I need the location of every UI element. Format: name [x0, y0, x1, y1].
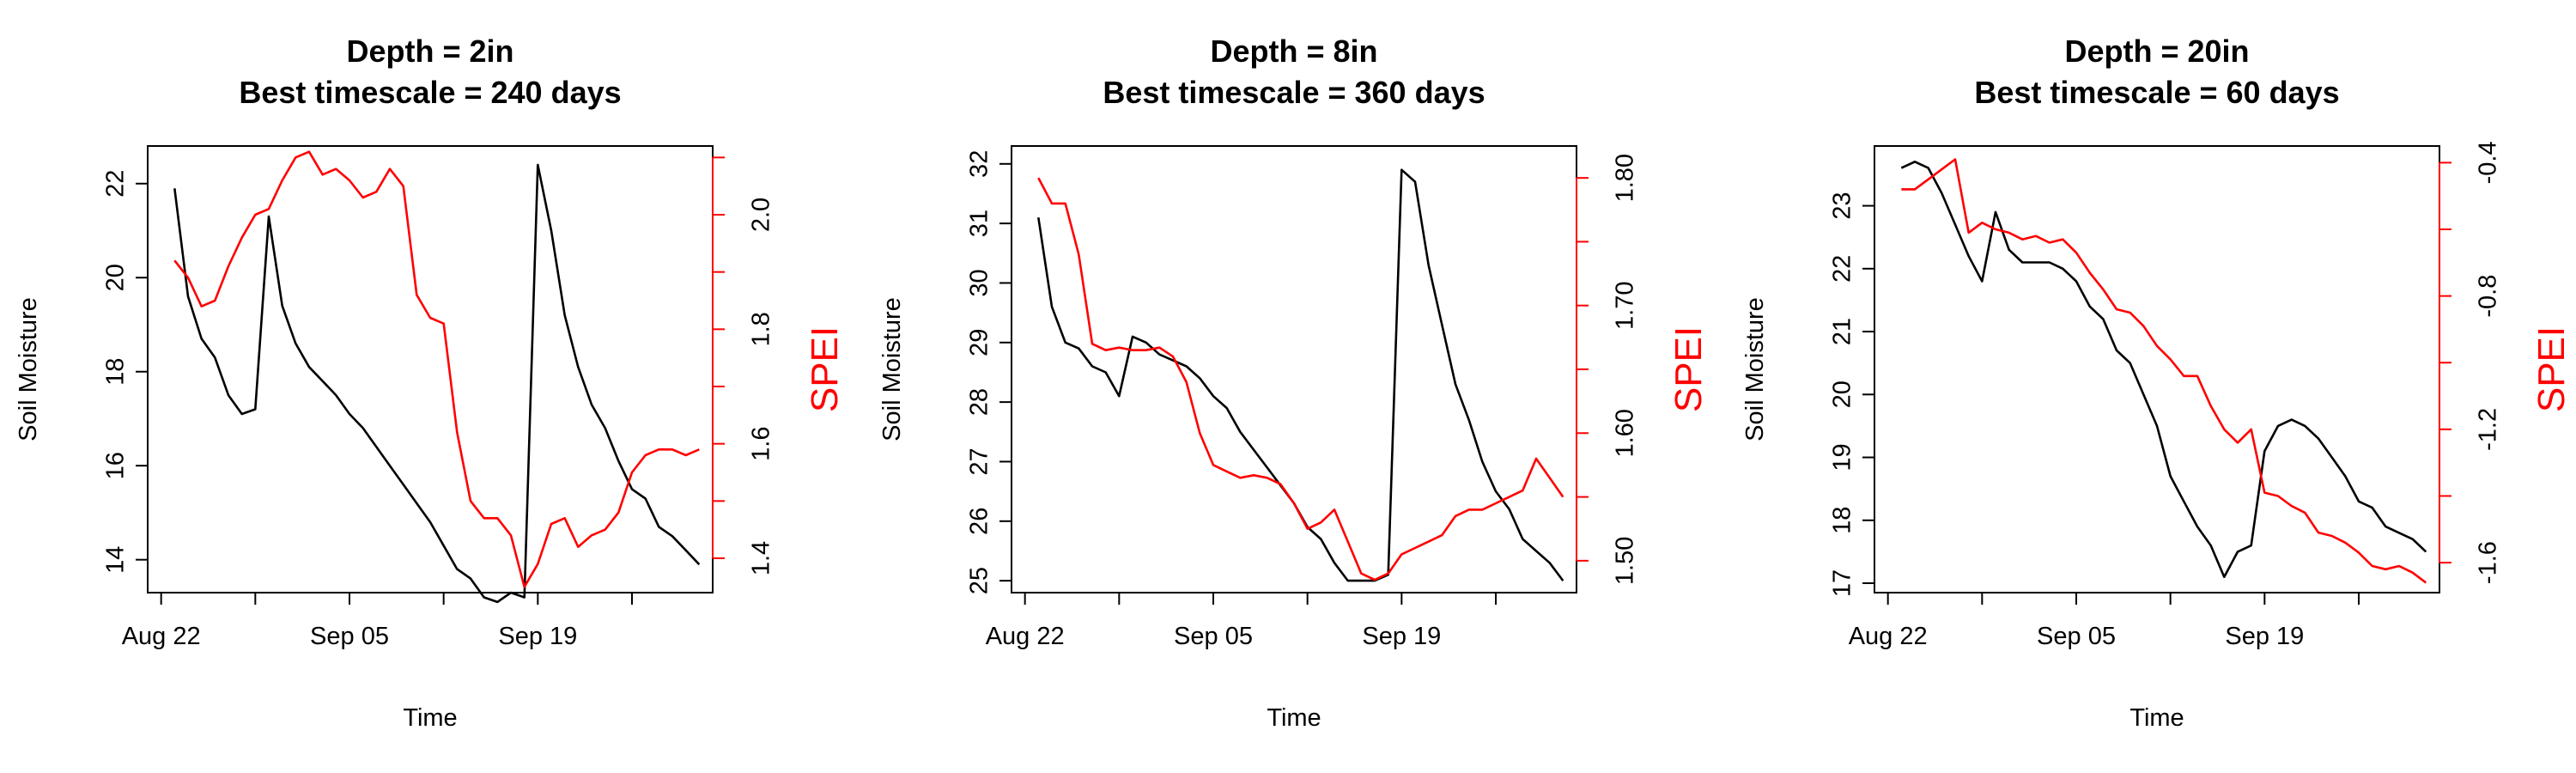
y2-tick-label: 1.80 — [1612, 154, 1639, 202]
x-axis-title: Time — [2129, 704, 2184, 732]
x-tick-label: Aug 22 — [122, 623, 201, 650]
y2-tick-label: 1.60 — [1612, 409, 1639, 457]
y-tick-label: 25 — [966, 567, 993, 594]
y-axis-title: Soil Moisture — [1741, 297, 1769, 441]
y-tick-label: 28 — [966, 388, 993, 416]
y2-tick-label: -0.4 — [2475, 141, 2502, 184]
y2-tick-label: 1.4 — [748, 541, 775, 575]
panel-1: Depth = 2in Best timescale = 240 days Aug … — [15, 33, 846, 732]
y-tick-label: 32 — [966, 150, 993, 178]
chart-subtitle: Best timescale = 360 days — [1103, 75, 1485, 110]
soil-moisture-series-line — [1037, 168, 1564, 582]
chart-title: Depth = 8in — [1210, 33, 1377, 69]
y2-axis-title: SPEI — [804, 326, 846, 412]
y2-tick-label: 1.50 — [1612, 537, 1639, 585]
x-axis-title: Time — [1267, 704, 1321, 732]
plot-frame — [1874, 145, 2440, 593]
y-tick-label: 22 — [1829, 255, 1856, 283]
x-tick-label: Aug 22 — [986, 623, 1065, 650]
y2-tick-label: 1.8 — [748, 312, 775, 346]
y-tick-label: 21 — [1829, 318, 1856, 345]
x-tick-label: Sep 19 — [2225, 623, 2304, 650]
chart-title: Depth = 20in — [2064, 33, 2249, 69]
y-tick-label: 23 — [1829, 192, 1856, 219]
chart-title: Depth = 2in — [346, 33, 513, 69]
y2-tick-label: 1.70 — [1612, 281, 1639, 329]
y2-tick-label: 2.0 — [748, 198, 775, 232]
plot-frame — [147, 145, 714, 593]
y-tick-label: 18 — [1829, 507, 1856, 534]
y-tick-label: 26 — [966, 508, 993, 535]
chart-subtitle: Best timescale = 240 days — [239, 75, 621, 110]
spei-series-line — [173, 150, 700, 588]
x-tick-label: Sep 05 — [310, 623, 389, 650]
y2-tick-label: 1.6 — [748, 427, 775, 461]
y-tick-label: 19 — [1829, 443, 1856, 471]
x-tick-label: Sep 19 — [1362, 623, 1441, 650]
spei-series-line — [1037, 177, 1564, 581]
y2-tick-label: -1.6 — [2475, 541, 2502, 584]
y-axis-title: Soil Moisture — [878, 297, 906, 441]
y-axis-title: Soil Moisture — [15, 297, 42, 441]
x-tick-label: Sep 05 — [1174, 623, 1253, 650]
x-axis-title: Time — [403, 704, 457, 732]
chart-subtitle: Best timescale = 60 days — [1974, 75, 2339, 110]
y-tick-label: 17 — [1829, 569, 1856, 597]
panel-2: Depth = 8in Best timescale = 360 days Aug … — [878, 33, 1710, 732]
x-tick-label: Aug 22 — [1849, 623, 1928, 650]
y2-tick-label: -0.8 — [2475, 275, 2502, 318]
y-tick-label: 20 — [1829, 380, 1856, 408]
y2-axis-title: SPEI — [1668, 326, 1710, 412]
soil-moisture-series-line — [173, 163, 701, 604]
y-tick-label: 20 — [102, 264, 130, 291]
y-tick-label: 29 — [966, 329, 993, 356]
y2-axis-title: SPEI — [2530, 326, 2573, 412]
x-tick-label: Sep 19 — [498, 623, 577, 650]
y-tick-label: 14 — [102, 546, 130, 574]
soil-moisture-series-line — [1900, 161, 2427, 579]
y-tick-label: 31 — [966, 210, 993, 237]
y-tick-label: 16 — [102, 452, 130, 479]
y2-tick-label: -1.2 — [2475, 408, 2502, 451]
y-tick-label: 27 — [966, 447, 993, 475]
y-tick-label: 22 — [102, 170, 130, 198]
x-tick-label: Sep 05 — [2037, 623, 2116, 650]
panel-3: Depth = 20in Best timescale = 60 days Aug … — [1741, 33, 2573, 732]
spei-series-line — [1901, 158, 2427, 584]
y-tick-label: 30 — [966, 269, 993, 296]
y-tick-label: 18 — [102, 358, 130, 386]
